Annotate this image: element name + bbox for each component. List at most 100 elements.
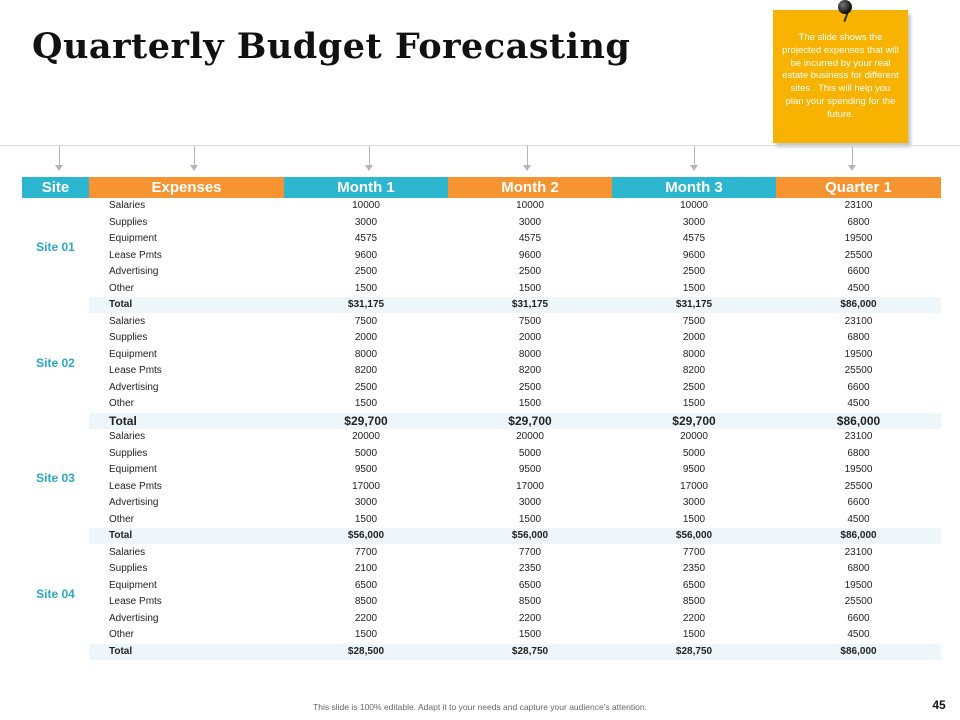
expense-label: Other — [109, 282, 135, 294]
total-cell: $31,175 — [675, 299, 713, 310]
table-cell: 2200 — [354, 612, 378, 624]
table-cell: 2350 — [682, 563, 706, 574]
divider-line — [0, 145, 960, 146]
table-cell: 8500 — [518, 596, 542, 607]
table-cell: 17000 — [680, 480, 708, 492]
total-cell: Total — [109, 413, 137, 428]
table-cell: 8200 — [682, 365, 706, 376]
expense-label: Salaries — [109, 431, 146, 442]
header-month-3: Month 3 — [612, 177, 776, 198]
table-cell: 1500 — [518, 282, 542, 294]
total-cell: $56,000 — [511, 530, 549, 541]
expense-label: Equipment — [109, 233, 157, 244]
table-cell: 1500 — [682, 513, 706, 525]
table-cell: 19500 — [844, 579, 873, 591]
table-cell: 7500 — [682, 315, 706, 327]
table-cell: 1500 — [354, 398, 378, 409]
table-cell: 6800 — [847, 216, 870, 228]
table-cell: 3000 — [682, 216, 706, 228]
table-cell: 17000 — [516, 480, 544, 492]
table-cell: 4500 — [847, 629, 870, 640]
header-expenses: Expenses — [89, 177, 284, 198]
table-cell: 4500 — [847, 513, 870, 525]
page-number: 45 — [932, 698, 946, 712]
table-cell: 2200 — [518, 612, 542, 624]
table-cell: 2500 — [682, 381, 706, 393]
table-cell: 2000 — [354, 332, 378, 343]
table-cell: 20000 — [516, 431, 544, 442]
expense-label: Supplies — [109, 332, 148, 343]
table-cell: 2000 — [682, 332, 706, 343]
expense-label: Advertising — [109, 612, 159, 624]
expense-label: Equipment — [109, 348, 157, 360]
table-cell: 10000 — [680, 200, 708, 211]
table-cell: 1500 — [354, 282, 378, 294]
total-cell: $28,750 — [675, 645, 713, 657]
table-cell: 4500 — [847, 398, 870, 409]
table-cell: 7700 — [354, 546, 378, 558]
footer-note: This slide is 100% editable. Adapt it to… — [313, 702, 647, 712]
total-cell: Total — [109, 530, 133, 541]
total-cell: $29,700 — [672, 413, 716, 428]
table-cell: 8000 — [682, 348, 706, 360]
table-cell: 23100 — [844, 431, 873, 442]
table-cell: 3000 — [354, 216, 378, 228]
table-cell: 3000 — [354, 497, 378, 508]
table-cell: 1500 — [518, 513, 542, 525]
table-cell: 7500 — [518, 315, 542, 327]
header-site: Site — [22, 177, 89, 198]
table-cell: 4575 — [354, 233, 378, 244]
table-cell: 6600 — [847, 266, 870, 277]
table-cell: 1500 — [354, 629, 378, 640]
table-cell: 25500 — [844, 365, 873, 376]
table-cell: 2350 — [518, 563, 542, 574]
site-label: Site 04 — [36, 586, 75, 601]
site-label: Site 03 — [36, 471, 75, 486]
table-cell: 9600 — [354, 249, 378, 261]
expense-label: Other — [109, 629, 135, 640]
table-cell: 3000 — [518, 497, 542, 508]
header-month-1: Month 1 — [284, 177, 448, 198]
total-cell: $31,175 — [511, 299, 549, 310]
total-cell: $86,000 — [840, 530, 877, 541]
table-cell: 3000 — [682, 497, 706, 508]
table-cell: 25500 — [844, 480, 873, 492]
expense-label: Other — [109, 513, 135, 525]
table-cell: 4575 — [518, 233, 542, 244]
table-cell: 19500 — [844, 348, 873, 360]
expense-label: Lease Pmts — [109, 249, 162, 261]
table-cell: 9500 — [518, 464, 542, 475]
total-cell: $86,000 — [836, 413, 881, 428]
total-cell: $28,500 — [347, 645, 385, 657]
table-cell: 25500 — [844, 249, 873, 261]
table-cell: 3000 — [518, 216, 542, 228]
table-cell: 6800 — [847, 563, 870, 574]
table-cell: 6800 — [847, 447, 870, 459]
header-quarter-1: Quarter 1 — [776, 177, 941, 198]
table-cell: 7700 — [518, 546, 542, 558]
table-cell: 20000 — [680, 431, 708, 442]
expense-label: Supplies — [109, 563, 148, 574]
site-label: Site 02 — [36, 355, 75, 370]
header-month-2: Month 2 — [448, 177, 612, 198]
table-cell: 2000 — [518, 332, 542, 343]
total-cell: $28,750 — [511, 645, 549, 657]
table-cell: 1500 — [682, 629, 706, 640]
expense-label: Advertising — [109, 266, 159, 277]
table-cell: 7700 — [682, 546, 706, 558]
table-cell: 23100 — [844, 200, 873, 211]
table-cell: 6500 — [518, 579, 542, 591]
table-cell: 8000 — [518, 348, 542, 360]
table-cell: 6600 — [847, 612, 870, 624]
table-cell: 6800 — [847, 332, 870, 343]
table-cell: 10000 — [352, 200, 380, 211]
expense-label: Salaries — [109, 546, 146, 558]
table-cell: 10000 — [516, 200, 544, 211]
table-cell: 6600 — [847, 497, 870, 508]
total-cell: $29,700 — [508, 413, 552, 428]
table-cell: 4500 — [847, 282, 870, 294]
total-cell: $31,175 — [347, 299, 385, 310]
table-cell: 19500 — [844, 464, 873, 475]
table-cell: 1500 — [682, 282, 706, 294]
table-cell: 23100 — [844, 546, 873, 558]
